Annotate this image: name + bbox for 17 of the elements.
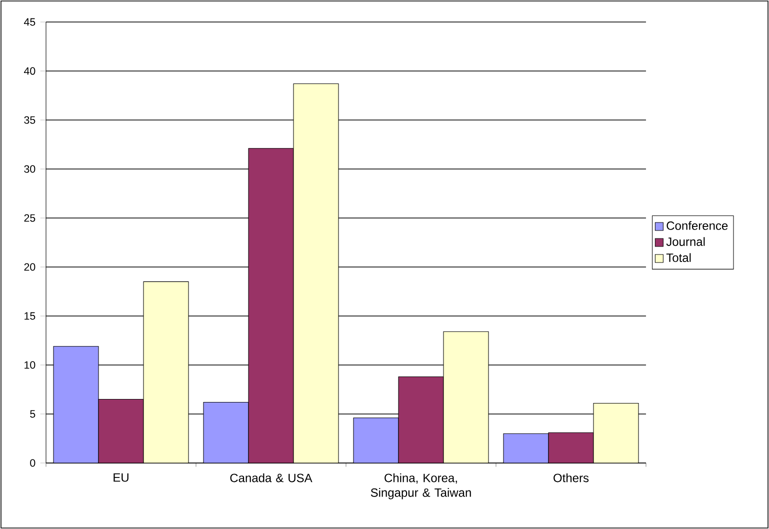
legend-label: Conference xyxy=(666,221,728,230)
y-tick-label: 15 xyxy=(24,312,36,320)
y-tick-label: 35 xyxy=(24,116,36,124)
legend-label: Journal xyxy=(666,237,705,246)
y-tick-label: 10 xyxy=(24,361,36,369)
y-tick-label: 5 xyxy=(30,410,36,418)
y-tick-label: 30 xyxy=(24,165,36,173)
x-tick-label: EU xyxy=(114,473,128,482)
legend-label: Total xyxy=(666,253,691,262)
y-tick-label: 20 xyxy=(24,263,36,271)
x-tick-label: China, Korea, Singapur & Taiwan xyxy=(370,473,471,500)
x-tick-label: Canada & USA xyxy=(230,473,312,482)
y-tick-label: 25 xyxy=(24,214,36,222)
y-tick-label: 45 xyxy=(24,18,36,26)
y-tick-label: 40 xyxy=(24,67,36,75)
y-tick-label: 0 xyxy=(30,459,36,467)
x-tick-label: Others xyxy=(554,473,589,482)
